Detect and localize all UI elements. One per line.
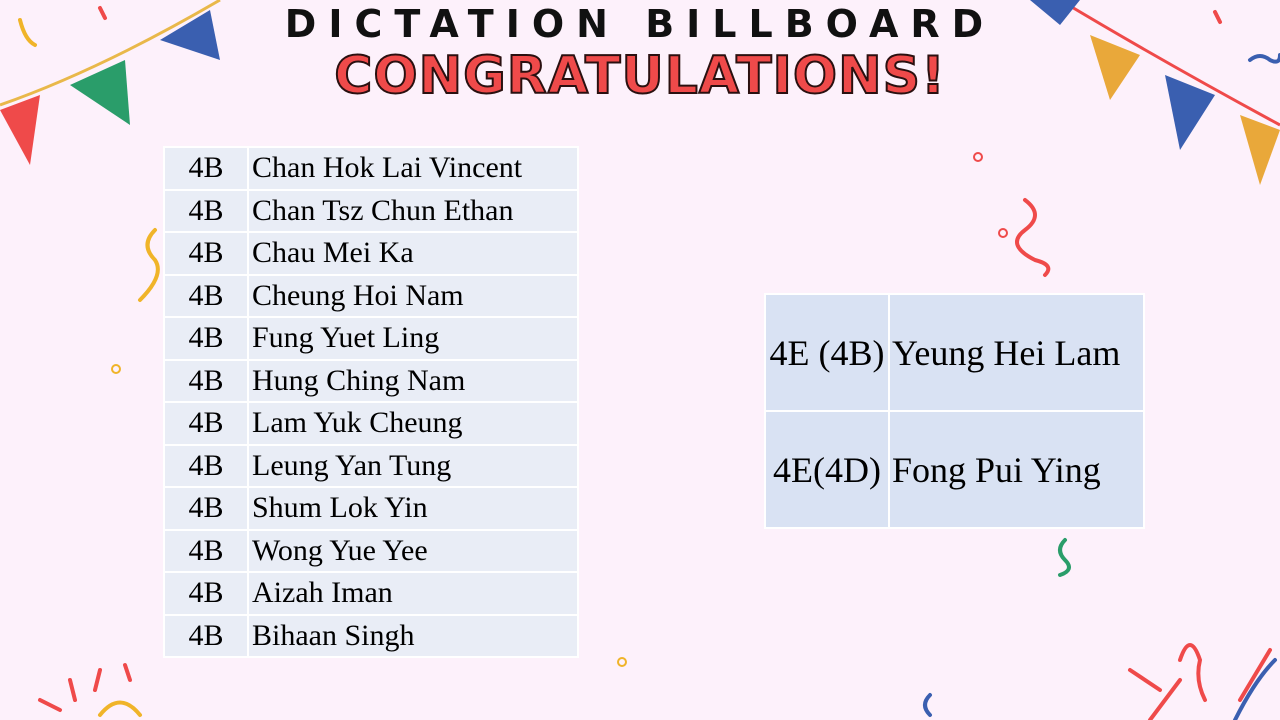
student-name-cell: Cheung Hoi Nam xyxy=(247,273,579,318)
table-row: 4B Chau Mei Ka xyxy=(163,231,579,276)
student-name-cell: Fung Yuet Ling xyxy=(247,316,579,361)
table-row: 4B Shum Lok Yin xyxy=(163,486,579,531)
table-row: 4B Cheung Hoi Nam xyxy=(163,273,579,318)
student-name-cell: Aizah Iman xyxy=(247,571,579,616)
table-row: 4B Hung Ching Nam xyxy=(163,358,579,403)
winners-table-4e: 4E (4B) Yeung Hei Lam 4E(4D) Fong Pui Ying xyxy=(764,293,1145,529)
class-cell: 4B xyxy=(163,146,249,191)
class-cell: 4B xyxy=(163,316,249,361)
confetti-icon xyxy=(18,6,1280,720)
class-cell: 4B xyxy=(163,528,249,573)
bunting-left-icon xyxy=(0,0,221,165)
student-name-cell: Chan Hok Lai Vincent xyxy=(247,146,579,191)
table-row: 4B Bihaan Singh xyxy=(163,613,579,658)
class-cell: 4B xyxy=(163,188,249,233)
student-name-cell: Shum Lok Yin xyxy=(247,486,579,531)
class-cell: 4E(4D) xyxy=(764,410,890,529)
table-row: 4B Lam Yuk Cheung xyxy=(163,401,579,446)
class-cell: 4B xyxy=(163,486,249,531)
table-row: 4B Wong Yue Yee xyxy=(163,528,579,573)
student-name-cell: Bihaan Singh xyxy=(247,613,579,658)
student-name-cell: Fong Pui Ying xyxy=(888,410,1145,529)
student-name-cell: Wong Yue Yee xyxy=(247,528,579,573)
bunting-right-icon xyxy=(1030,0,1280,185)
class-cell: 4B xyxy=(163,443,249,488)
class-cell: 4B xyxy=(163,613,249,658)
student-name-cell: Lam Yuk Cheung xyxy=(247,401,579,446)
class-cell: 4B xyxy=(163,231,249,276)
table-row: 4B Chan Tsz Chun Ethan xyxy=(163,188,579,233)
student-name-cell: Chau Mei Ka xyxy=(247,231,579,276)
student-name-cell: Yeung Hei Lam xyxy=(888,293,1145,412)
student-name-cell: Chan Tsz Chun Ethan xyxy=(247,188,579,233)
table-row: 4E (4B) Yeung Hei Lam xyxy=(764,293,1145,412)
class-cell: 4B xyxy=(163,401,249,446)
page-subtitle: CONGRATULATIONS! xyxy=(333,45,946,107)
student-name-cell: Hung Ching Nam xyxy=(247,358,579,403)
class-cell: 4B xyxy=(163,571,249,616)
table-row: 4B Leung Yan Tung xyxy=(163,443,579,488)
table-row: 4B Chan Hok Lai Vincent xyxy=(163,146,579,191)
class-cell: 4B xyxy=(163,273,249,318)
class-cell: 4B xyxy=(163,358,249,403)
student-name-cell: Leung Yan Tung xyxy=(247,443,579,488)
winners-table-4b: 4B Chan Hok Lai Vincent 4B Chan Tsz Chun Et… xyxy=(163,146,579,658)
table-row: 4B Aizah Iman xyxy=(163,571,579,616)
table-row: 4E(4D) Fong Pui Ying xyxy=(764,410,1145,529)
class-cell: 4E (4B) xyxy=(764,293,890,412)
table-row: 4B Fung Yuet Ling xyxy=(163,316,579,361)
page-title: DICTATION BILLBOARD xyxy=(284,2,996,46)
